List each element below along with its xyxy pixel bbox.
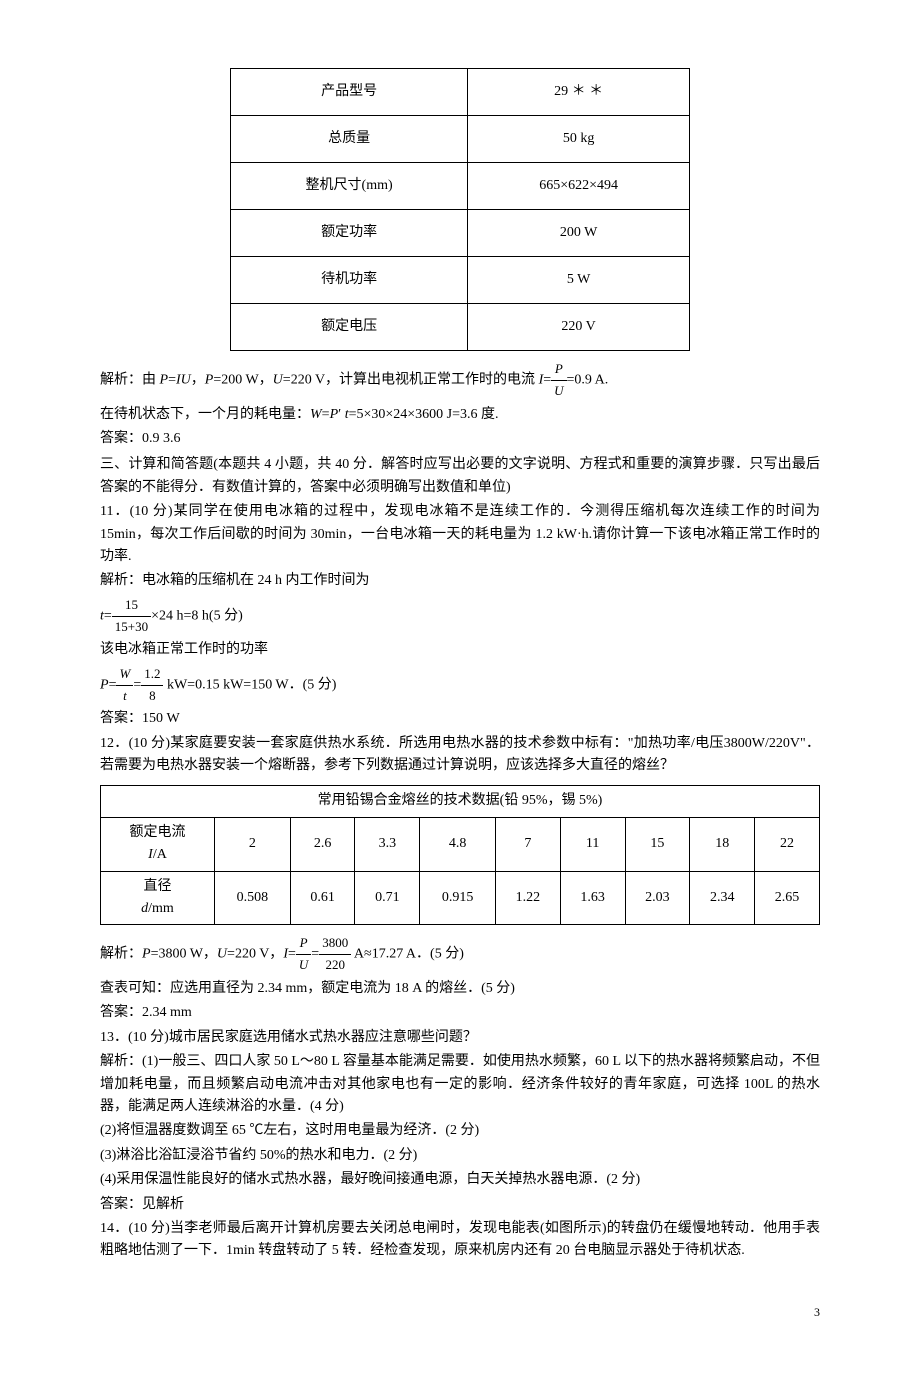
table-row: 总质量50 kg bbox=[231, 116, 690, 163]
table-row: 额定功率200 W bbox=[231, 210, 690, 257]
table-row: 待机功率5 W bbox=[231, 257, 690, 304]
q11-time-formula: t=1515+30×24 h=8 h(5 分) bbox=[100, 595, 820, 638]
q11-power-formula: P=Wt=1.28 kW=0.15 kW=150 W．(5 分) bbox=[100, 664, 820, 707]
analysis-line-2: 在待机状态下，一个月的耗电量：W=P′ t=5×30×24×3600 J=3.6… bbox=[100, 404, 820, 426]
q13-answer: 答案：见解析 bbox=[100, 1194, 820, 1216]
question-14: 14．(10 分)当李老师最后离开计算机房要去关闭总电闸时，发现电能表(如图所示… bbox=[100, 1218, 820, 1263]
question-12: 12．(10 分)某家庭要安装一套家庭供热水系统．所选用电热水器的技术参数中标有… bbox=[100, 733, 820, 778]
q13-analysis-4: (4)采用保温性能良好的储水式热水器，最好晚间接通电源，白天关掉热水器电源．(2… bbox=[100, 1169, 820, 1191]
table-row: 整机尺寸(mm)665×622×494 bbox=[231, 163, 690, 210]
analysis-line-1: 解析：由 P=IU，P=200 W，U=220 V，计算出电视机正常工作时的电流… bbox=[100, 359, 820, 402]
q12-lookup: 查表可知：应选用直径为 2.34 mm，额定电流为 18 A 的熔丝．(5 分) bbox=[100, 978, 820, 1000]
table-row: 额定电压220 V bbox=[231, 304, 690, 351]
section-3-heading: 三、计算和简答题(本题共 4 小题，共 40 分．解答时应写出必要的文字说明、方… bbox=[100, 454, 820, 499]
q13-analysis-1: 解析：(1)一般三、四口人家 50 L～80 L 容量基本能满足需要．如使用热水… bbox=[100, 1051, 820, 1118]
fuse-data-table: 常用铅锡合金熔丝的技术数据(铅 95%，锡 5%) 额定电流 I/A22.63.… bbox=[100, 785, 820, 925]
q11-power-label: 该电冰箱正常工作时的功率 bbox=[100, 639, 820, 661]
q12-answer: 答案：2.34 mm bbox=[100, 1002, 820, 1024]
question-11: 11．(10 分)某同学在使用电冰箱的过程中，发现电冰箱不是连续工作的．今测得压… bbox=[100, 501, 820, 568]
table-row: 产品型号29 ＊ ＊ bbox=[231, 69, 690, 116]
product-specs-table: 产品型号29 ＊ ＊总质量50 kg整机尺寸(mm)665×622×494额定功… bbox=[230, 68, 690, 351]
q13-analysis-3: (3)淋浴比浴缸浸浴节省约 50%的热水和电力．(2 分) bbox=[100, 1145, 820, 1167]
question-13: 13．(10 分)城市居民家庭选用储水式热水器应注意哪些问题？ bbox=[100, 1027, 820, 1049]
q12-analysis: 解析：P=3800 W，U=220 V，I=PU=3800220 A≈17.27… bbox=[100, 933, 820, 976]
page-number: 3 bbox=[100, 1303, 820, 1322]
fuse-table-title: 常用铅锡合金熔丝的技术数据(铅 95%，锡 5%) bbox=[101, 786, 820, 817]
answer-1: 答案：0.9 3.6 bbox=[100, 428, 820, 450]
q11-analysis-label: 解析：电冰箱的压缩机在 24 h 内工作时间为 bbox=[100, 570, 820, 592]
q11-answer: 答案：150 W bbox=[100, 708, 820, 730]
q13-analysis-2: (2)将恒温器度数调至 65 ℃左右，这时用电量最为经济．(2 分) bbox=[100, 1120, 820, 1142]
